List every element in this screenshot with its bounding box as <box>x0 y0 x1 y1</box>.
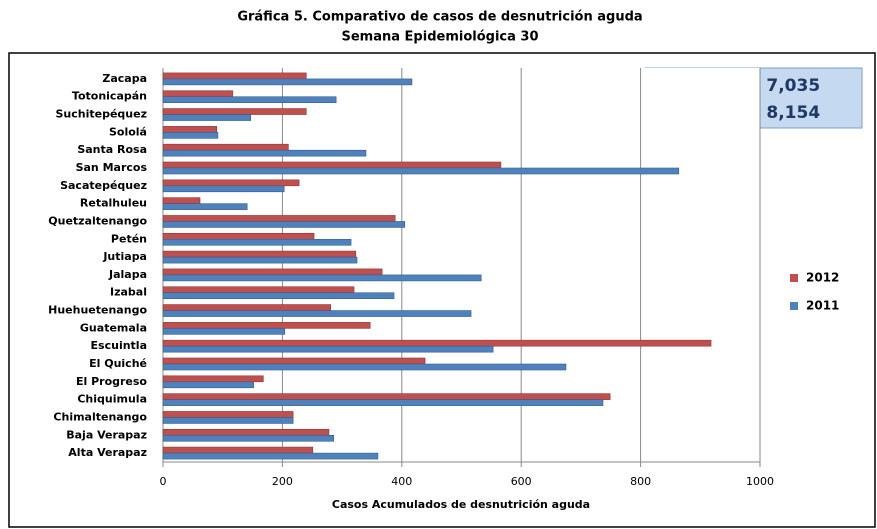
y-tick-label: El Quiché <box>89 357 147 370</box>
chart-title: Gráfica 5. Comparativo de casos de desnu… <box>237 10 642 25</box>
bar <box>162 96 337 104</box>
bar <box>162 232 315 240</box>
bar <box>162 428 330 436</box>
y-tick-label: Quetzaltenango <box>48 214 147 227</box>
x-tick-label: 200 <box>272 475 293 488</box>
bar <box>162 185 285 193</box>
bar <box>162 328 286 335</box>
bar <box>162 143 289 151</box>
y-tick-label: Suchitepéquez <box>56 108 148 121</box>
y-tick-label: Jalapa <box>108 268 147 281</box>
y-tick-label: Escuintla <box>91 339 147 352</box>
bar <box>162 434 335 442</box>
bar <box>162 203 248 210</box>
bar <box>162 310 472 317</box>
x-tick-label: 400 <box>391 475 412 488</box>
legend-label: 2012 <box>806 271 839 285</box>
bar <box>162 322 371 329</box>
bar <box>162 72 307 80</box>
bar <box>162 149 367 157</box>
bar <box>162 126 218 133</box>
y-tick-label: Zacapa <box>102 72 147 85</box>
bar <box>162 345 494 353</box>
bar <box>162 452 379 460</box>
y-tick-label: Chimaltenango <box>53 410 147 423</box>
x-tick-label: 600 <box>511 475 532 488</box>
bar <box>162 90 234 98</box>
bar <box>162 78 413 86</box>
legend-swatch <box>790 274 798 282</box>
bar <box>162 274 482 282</box>
bar <box>162 108 307 115</box>
bar <box>162 268 383 276</box>
bar <box>162 250 357 258</box>
bar <box>162 167 680 175</box>
bar <box>162 381 255 389</box>
y-tick-label: Sololá <box>109 125 147 138</box>
bar <box>162 417 294 424</box>
bar <box>162 357 426 365</box>
bar <box>162 132 219 139</box>
bar <box>162 197 201 204</box>
y-tick-label: Alta Verapaz <box>68 446 147 459</box>
x-tick-label: 800 <box>630 475 651 488</box>
y-tick-label: Izabal <box>110 286 147 299</box>
bar <box>162 238 352 246</box>
y-tick-label: Retalhuleu <box>80 197 147 210</box>
chart-subtitle: Semana Epidemiológica 30 <box>342 30 539 45</box>
x-tick-label: 1000 <box>746 475 774 488</box>
bar <box>162 411 294 418</box>
bar <box>162 161 502 169</box>
bar <box>162 446 314 454</box>
bar <box>162 114 252 121</box>
bar <box>162 304 332 311</box>
bar <box>162 179 300 187</box>
y-tick-label: El Progreso <box>76 375 147 388</box>
y-tick-label: Chiquimula <box>77 393 147 406</box>
y-tick-label: Guatemala <box>80 321 147 334</box>
x-axis-label: Casos Acumulados de desnutrición aguda <box>332 498 590 511</box>
y-tick-label: Sacatepéquez <box>60 179 147 192</box>
bar <box>162 292 395 300</box>
bar <box>162 339 712 347</box>
bar <box>162 399 604 406</box>
bar <box>162 256 358 264</box>
bar <box>162 375 264 383</box>
y-tick-label: Jutiapa <box>102 250 147 263</box>
y-tick-label: Huehuetenango <box>48 304 147 317</box>
y-tick-label: Petén <box>111 232 147 245</box>
y-tick-label: Santa Rosa <box>77 143 147 156</box>
legend-label: 2011 <box>806 299 839 313</box>
legend-swatch <box>790 302 798 310</box>
bar <box>162 363 567 371</box>
bar <box>162 393 611 400</box>
y-tick-label: San Marcos <box>76 161 148 174</box>
bar <box>162 221 406 228</box>
x-tick-label: 0 <box>160 475 167 488</box>
y-tick-label: Baja Verapaz <box>66 428 147 441</box>
y-tick-label: Totonicapán <box>72 90 147 103</box>
bar <box>162 286 355 294</box>
bar <box>162 215 396 222</box>
